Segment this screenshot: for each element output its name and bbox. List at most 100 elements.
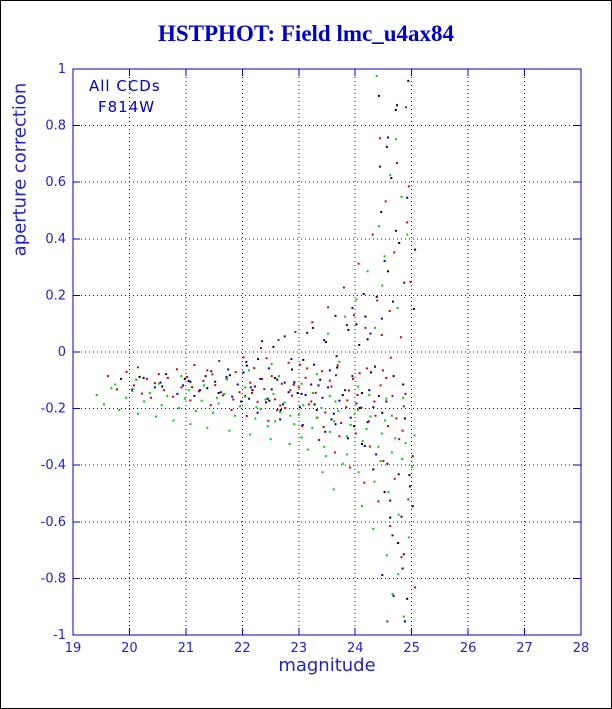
data-point: [332, 488, 335, 491]
data-point: [347, 328, 350, 331]
data-point: [171, 395, 174, 398]
data-point: [206, 426, 209, 429]
data-point: [95, 394, 98, 396]
data-point: [338, 435, 341, 438]
data-point: [355, 298, 358, 301]
data-point: [379, 384, 382, 387]
data-point: [370, 371, 372, 374]
data-point: [175, 368, 178, 371]
data-point: [300, 436, 303, 439]
data-point: [240, 400, 243, 403]
data-point: [307, 403, 310, 406]
data-point: [292, 383, 295, 386]
data-point: [396, 307, 399, 310]
data-point: [386, 462, 389, 465]
data-point: [375, 295, 378, 298]
data-point: [357, 262, 360, 265]
data-point: [272, 392, 275, 395]
data-point: [245, 360, 248, 363]
data-point: [355, 323, 358, 326]
x-tick-label: 22: [234, 641, 251, 656]
data-point: [352, 377, 354, 380]
x-tick-label: 23: [291, 641, 308, 656]
data-point: [390, 177, 393, 179]
data-point: [212, 411, 214, 414]
data-point: [143, 400, 146, 403]
data-point: [293, 423, 296, 426]
data-point: [223, 392, 226, 395]
data-point: [341, 394, 344, 396]
data-point: [294, 330, 297, 333]
data-point: [361, 392, 363, 394]
plot-frame: [72, 68, 582, 636]
data-point: [406, 221, 409, 224]
data-point: [327, 306, 330, 309]
data-point: [189, 399, 192, 402]
data-point: [391, 593, 394, 595]
data-point: [274, 398, 277, 401]
data-point: [280, 382, 283, 385]
data-point: [364, 326, 367, 329]
data-point: [400, 195, 403, 198]
data-point: [397, 542, 400, 544]
series-ccd-green: [95, 75, 416, 618]
data-point: [283, 381, 286, 384]
data-point: [298, 363, 301, 366]
data-point: [228, 374, 231, 377]
data-point: [389, 525, 392, 527]
data-point: [282, 403, 284, 406]
y-tick-label: 0.6: [45, 175, 66, 190]
data-point: [244, 386, 247, 389]
data-point: [265, 401, 267, 404]
data-point: [206, 369, 209, 372]
data-point: [355, 402, 358, 405]
data-point: [211, 373, 214, 376]
data-point: [165, 373, 168, 376]
data-point: [203, 384, 205, 387]
data-point: [361, 443, 363, 445]
data-point: [372, 468, 375, 471]
data-point: [401, 458, 404, 460]
data-point: [191, 386, 194, 389]
data-point: [277, 339, 280, 342]
data-point: [118, 409, 121, 411]
data-point: [253, 367, 256, 370]
data-point: [407, 79, 410, 82]
data-point: [374, 414, 377, 417]
data-point: [318, 439, 321, 441]
data-point: [324, 341, 327, 344]
data-point: [311, 392, 314, 394]
data-point: [276, 409, 279, 411]
data-point: [368, 394, 371, 396]
data-point: [214, 380, 217, 383]
data-point: [383, 255, 386, 258]
data-point: [383, 259, 386, 262]
data-point: [367, 420, 370, 423]
data-point: [392, 300, 394, 303]
data-point: [390, 414, 393, 417]
x-tick-label: 20: [121, 641, 138, 656]
data-point: [394, 138, 397, 141]
data-point: [349, 466, 352, 469]
data-point: [406, 196, 409, 199]
data-point: [392, 375, 395, 378]
annotation-filter: F814W: [98, 98, 156, 116]
data-point: [391, 394, 394, 397]
data-point: [149, 396, 152, 399]
data-point: [256, 400, 259, 403]
data-point: [396, 104, 398, 107]
data-point: [193, 364, 196, 366]
data-point: [245, 364, 248, 367]
data-point: [306, 367, 309, 370]
data-point: [330, 418, 333, 421]
data-point: [366, 270, 369, 273]
data-point: [176, 392, 179, 395]
data-point: [407, 498, 410, 501]
data-point: [393, 251, 396, 254]
data-point: [353, 314, 356, 317]
data-point: [377, 445, 380, 448]
data-point: [349, 416, 352, 419]
data-point: [270, 375, 273, 378]
data-point: [183, 397, 186, 400]
